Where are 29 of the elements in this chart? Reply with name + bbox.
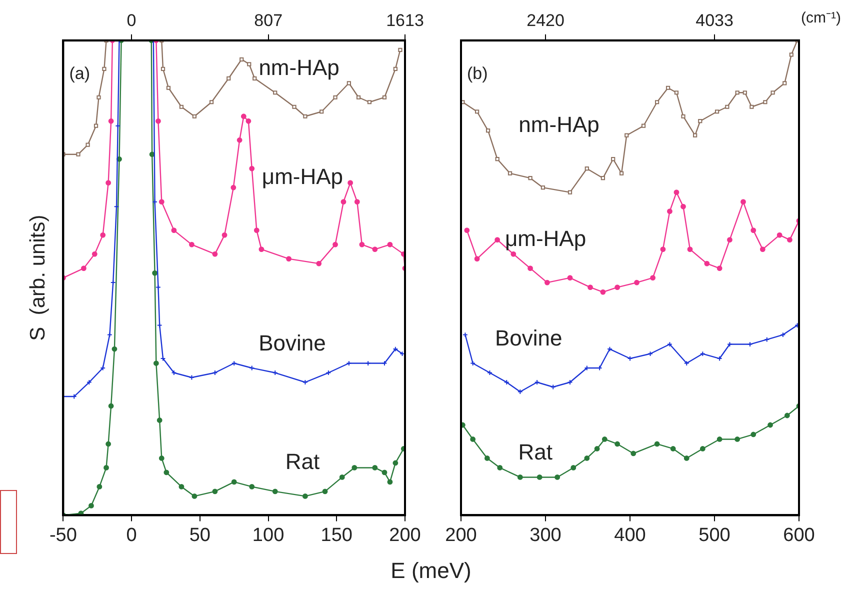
- x-axis-title: E (meV): [390, 558, 472, 584]
- series-label: μm-HAp: [504, 226, 586, 251]
- series-label: Bovine: [494, 326, 562, 351]
- x-tick-label: 200: [389, 524, 421, 546]
- series-label: nm-HAp: [258, 54, 340, 80]
- x-tick-label: 600: [783, 524, 815, 546]
- x2-tick-label: 0: [126, 10, 136, 30]
- y-axis-title: S (arb. units): [26, 214, 50, 341]
- x-tick-label: 150: [320, 524, 352, 546]
- series-label: Rat: [285, 449, 320, 474]
- x-tick-label: 0: [126, 524, 137, 546]
- x2-axis-title: (cm⁻¹): [801, 10, 841, 27]
- x2-tick-label: 2420: [526, 10, 564, 30]
- x-tick-label: 500: [698, 524, 730, 546]
- x-tick-label: 200: [445, 524, 477, 546]
- x-tick-label: 400: [614, 524, 646, 546]
- x2-tick-label: 807: [254, 10, 283, 30]
- x-tick-label: 300: [530, 524, 562, 546]
- annotation: (a): [69, 64, 90, 84]
- annotation: (b): [467, 64, 488, 84]
- x-tick-label: -50: [49, 524, 77, 546]
- series-label: Rat: [518, 440, 552, 465]
- x-tick-label: 100: [252, 524, 284, 546]
- series-label: μm-HAp: [262, 164, 344, 190]
- series-label: nm-HAp: [518, 112, 600, 137]
- x2-tick-label: 1613: [386, 10, 424, 30]
- series-label: Bovine: [258, 330, 326, 356]
- x-tick-label: 50: [189, 524, 210, 546]
- x2-tick-label: 4033: [696, 10, 734, 30]
